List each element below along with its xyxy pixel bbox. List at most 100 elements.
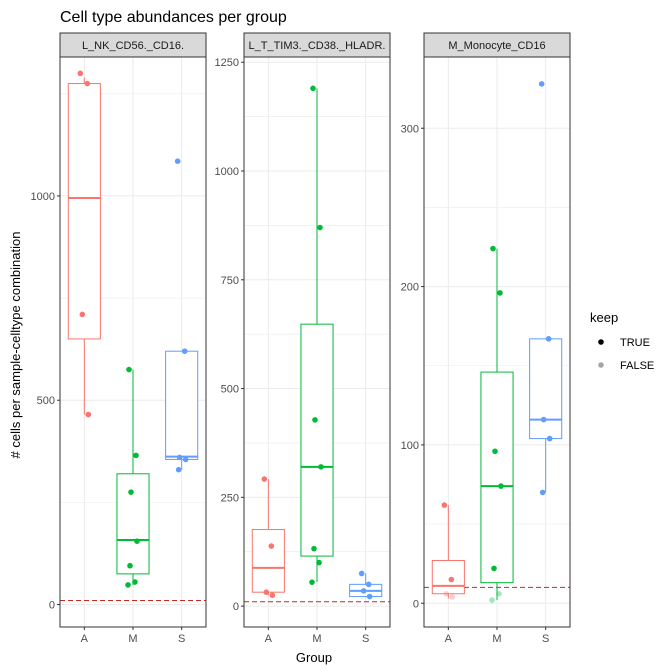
box-A xyxy=(431,505,465,599)
box-S xyxy=(165,350,199,470)
y-tick-label: 500 xyxy=(221,384,239,396)
data-point xyxy=(181,348,188,354)
box-A xyxy=(251,479,285,596)
data-point xyxy=(538,81,545,87)
data-point xyxy=(449,594,456,600)
facet-strip xyxy=(423,32,571,58)
data-point xyxy=(366,593,373,600)
data-point xyxy=(269,592,276,599)
data-point xyxy=(448,576,455,583)
facet-strip-label: L_T_TIM3._CD38._HLADR. xyxy=(249,40,386,52)
y-tick-label: 100 xyxy=(401,440,419,452)
data-point xyxy=(489,597,495,603)
data-point xyxy=(175,466,182,473)
box-iqr xyxy=(67,83,101,340)
data-point xyxy=(539,489,546,496)
y-tick-label: 300 xyxy=(401,123,419,135)
box-iqr xyxy=(480,371,514,584)
box-iqr xyxy=(116,473,150,575)
data-point xyxy=(309,579,315,585)
data-point xyxy=(182,456,189,463)
data-point xyxy=(79,311,86,318)
box-M xyxy=(116,369,150,585)
y-tick-label: 500 xyxy=(37,395,55,407)
x-tick-label: M xyxy=(312,633,321,645)
y-tick-label: 200 xyxy=(401,282,419,294)
data-point xyxy=(261,476,268,482)
legend-key-false xyxy=(598,362,604,368)
data-point xyxy=(441,502,448,508)
x-tick-label: A xyxy=(265,633,273,645)
y-tick-label: 1000 xyxy=(31,191,55,203)
x-tick-label: S xyxy=(362,633,369,645)
data-point xyxy=(85,411,92,418)
y-tick-label: 0 xyxy=(413,598,419,610)
x-tick-label: M xyxy=(128,633,137,645)
box-iqr xyxy=(165,350,199,460)
y-tick-label: 1000 xyxy=(215,166,239,178)
data-point xyxy=(545,336,552,342)
y-tick-label: 750 xyxy=(221,275,239,287)
data-point xyxy=(311,545,317,552)
data-point xyxy=(490,245,496,252)
legend-label-true: TRUE xyxy=(620,337,650,349)
legend-key-true xyxy=(598,339,604,345)
data-point xyxy=(498,483,504,489)
box-M xyxy=(480,248,514,601)
data-point xyxy=(77,70,84,77)
facet-1: L_NK_CD56._CD16. 0 500 1000 A M S xyxy=(31,32,207,645)
legend-label-false: FALSE xyxy=(620,360,654,372)
data-point xyxy=(127,562,133,569)
y-tick-label: 1250 xyxy=(215,57,239,69)
facet-strip-label: M_Monocyte_CD16 xyxy=(448,40,545,52)
data-point xyxy=(540,416,547,423)
data-point xyxy=(134,538,140,544)
data-point xyxy=(317,224,323,231)
data-point xyxy=(174,158,181,164)
x-tick-label: S xyxy=(542,633,549,645)
data-point xyxy=(496,590,502,597)
data-point xyxy=(125,582,131,588)
y-axis-title: # cells per sample-celltype combination xyxy=(8,232,23,459)
legend: keep TRUE FALSE xyxy=(590,310,654,372)
data-point xyxy=(126,366,132,373)
y-tick-label: 250 xyxy=(221,492,239,504)
data-point xyxy=(443,590,450,597)
x-tick-label: S xyxy=(178,633,185,645)
data-point xyxy=(132,579,138,585)
y-tick-label: 0 xyxy=(233,601,239,613)
box-S xyxy=(529,338,563,493)
data-point xyxy=(310,85,316,92)
box-iqr xyxy=(300,323,334,557)
y-tick-label: 0 xyxy=(49,600,55,612)
data-point xyxy=(358,570,365,577)
box-iqr xyxy=(431,560,465,595)
x-axis-title: Group xyxy=(296,650,332,665)
facet-strip xyxy=(243,32,391,58)
data-point xyxy=(176,454,183,461)
box-iqr xyxy=(251,529,285,593)
data-point xyxy=(492,448,498,455)
data-point xyxy=(318,464,324,470)
facet-3: M_Monocyte_CD16 0 100 200 300 A M S xyxy=(401,32,571,645)
data-point xyxy=(312,417,318,423)
data-point xyxy=(316,559,322,566)
x-tick-label: A xyxy=(445,633,453,645)
data-point xyxy=(128,489,134,495)
box-A xyxy=(67,77,101,415)
data-point xyxy=(497,290,503,296)
facet-strip xyxy=(59,32,207,58)
data-point xyxy=(491,565,497,572)
box-M xyxy=(300,88,334,583)
box-iqr xyxy=(529,338,563,440)
data-point xyxy=(365,581,372,588)
chart-title: Cell type abundances per group xyxy=(60,9,287,26)
x-tick-label: M xyxy=(492,633,501,645)
data-point xyxy=(546,435,553,442)
data-point xyxy=(268,543,275,549)
legend-title: keep xyxy=(590,310,618,325)
data-point xyxy=(133,452,139,459)
data-point xyxy=(360,588,367,594)
